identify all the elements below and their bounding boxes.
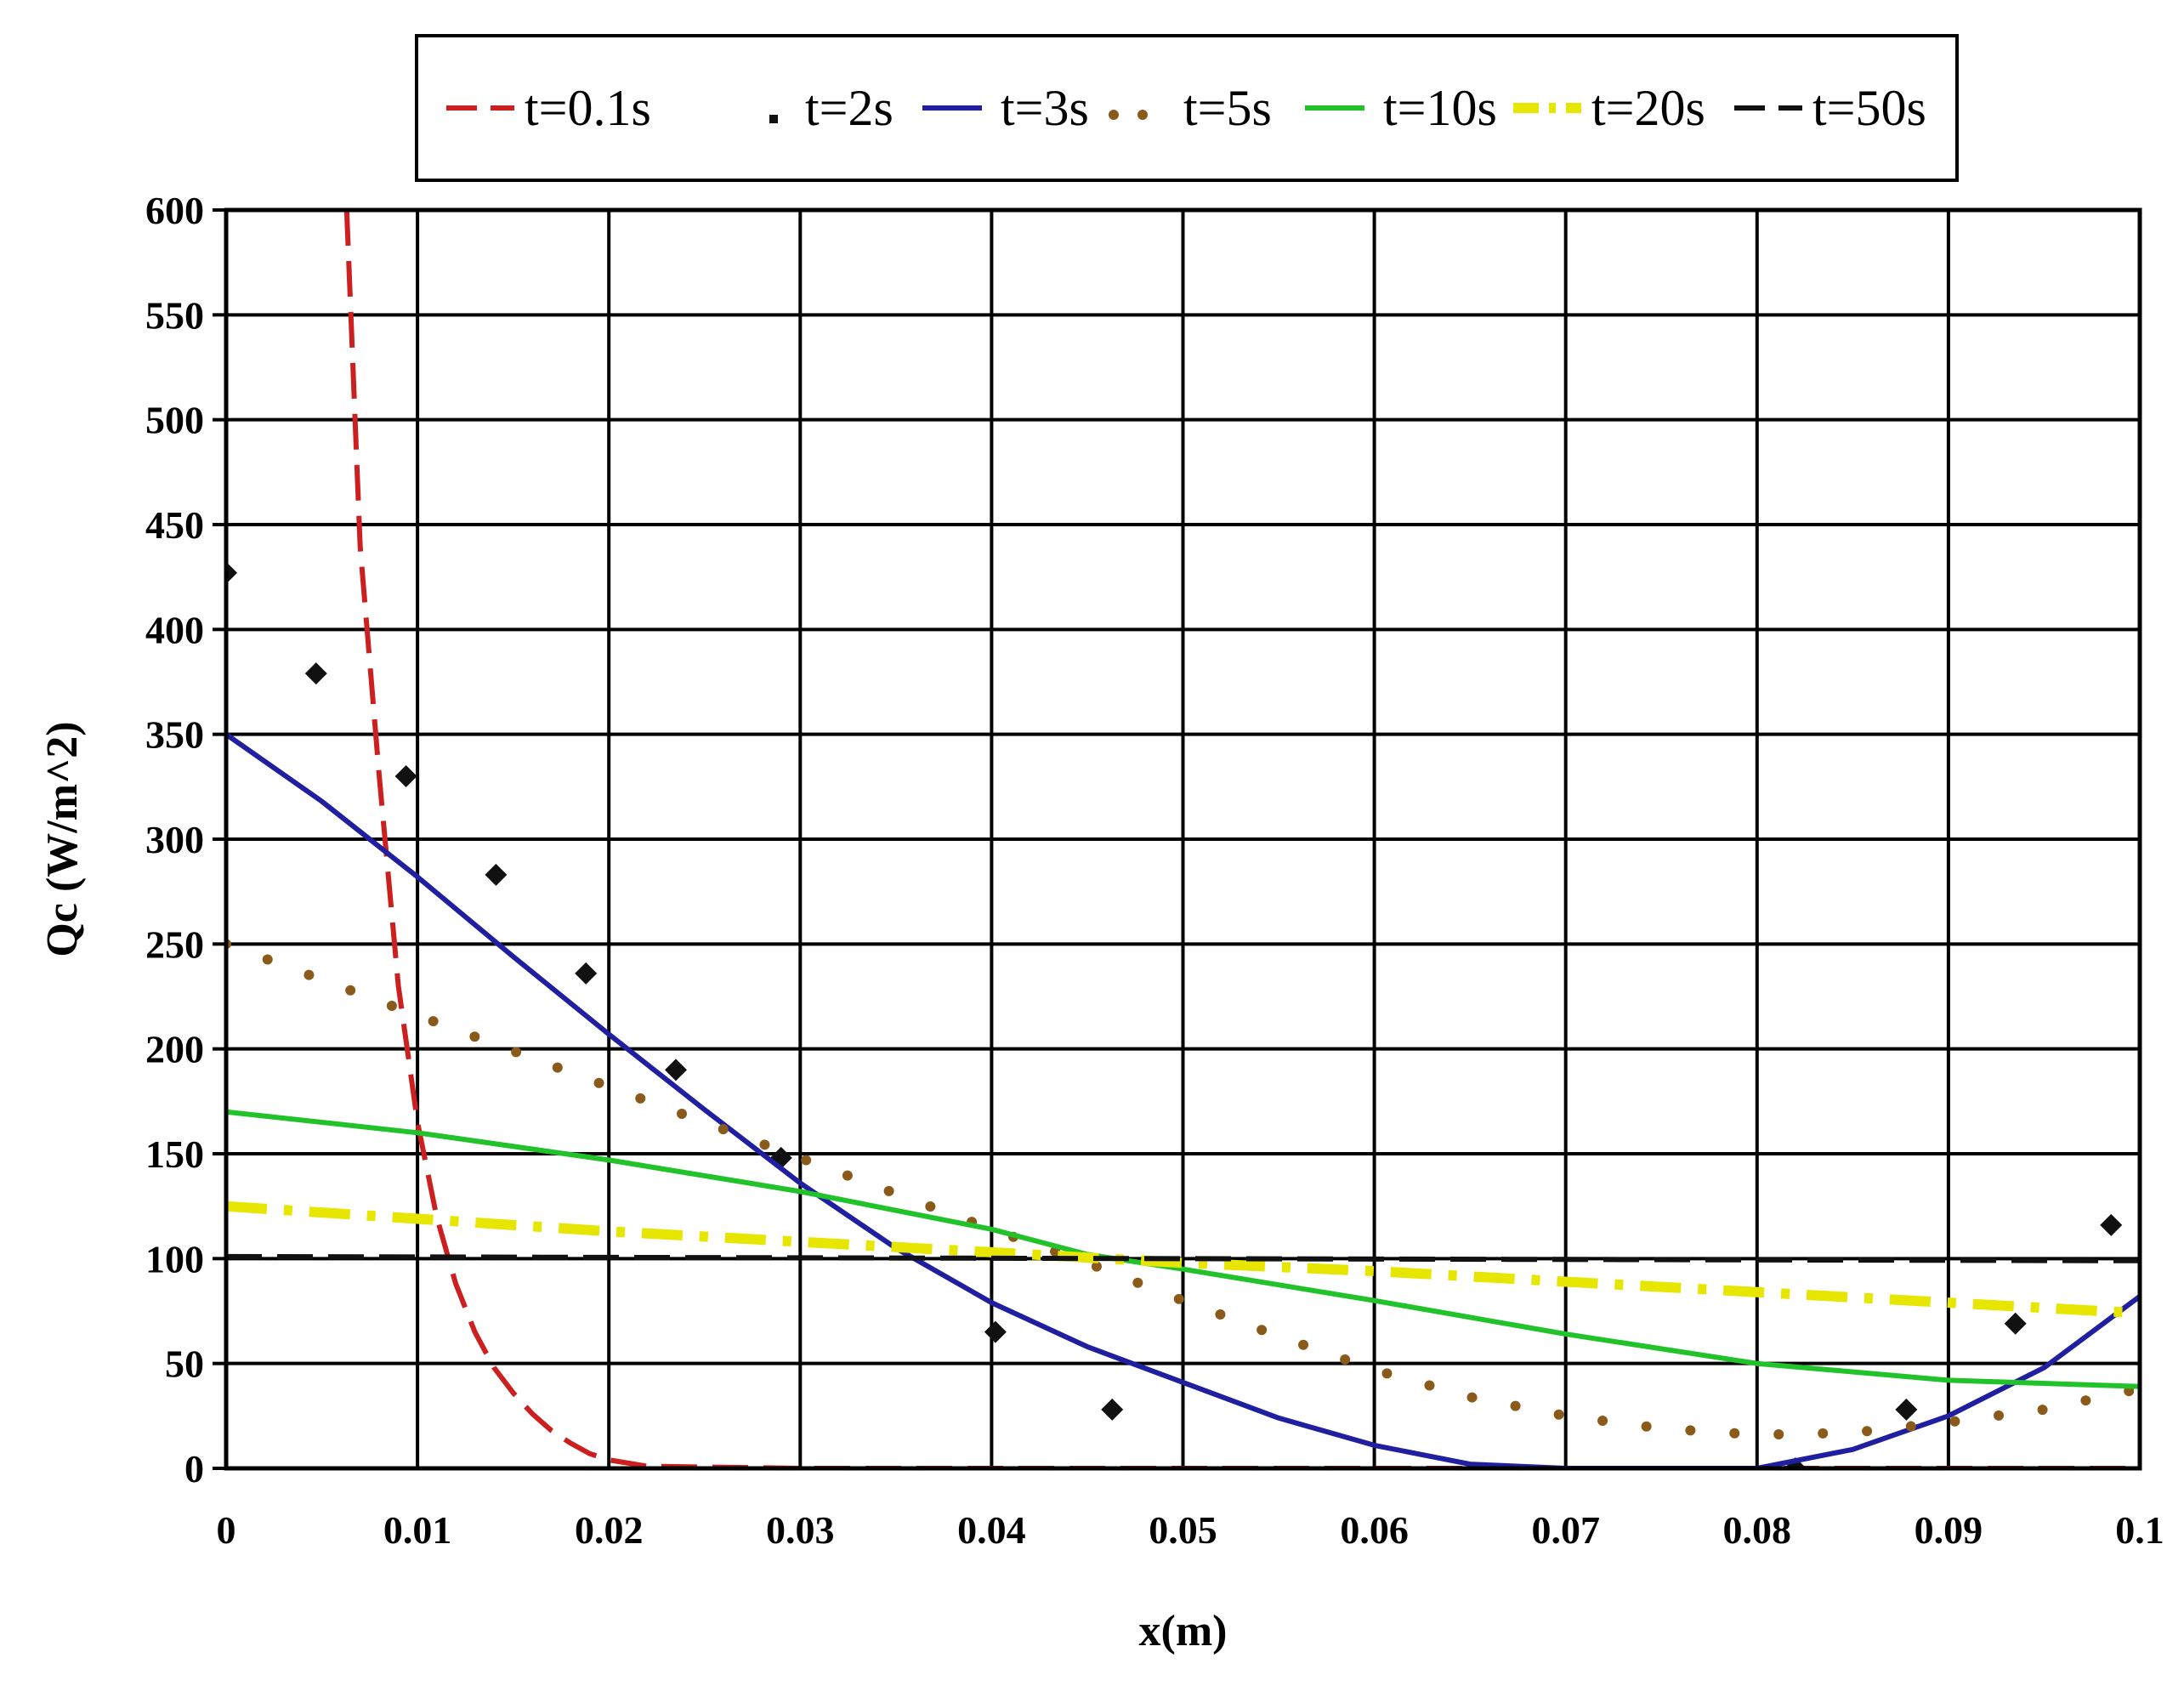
data-point-marker [304, 662, 327, 685]
data-point-marker [226, 561, 237, 584]
series-t-0-1s [343, 210, 2140, 1468]
series-layer [226, 210, 2140, 1468]
y-tick-label: 300 [145, 818, 204, 861]
legend-box [415, 34, 1959, 182]
y-tick-label: 450 [145, 503, 204, 547]
data-point-marker [485, 863, 508, 886]
y-tick-label: 100 [145, 1237, 204, 1280]
x-tick-label: 0.1 [2115, 1508, 2164, 1552]
series-line [343, 210, 2140, 1468]
plot-frame [224, 207, 2142, 1471]
legend-label: t=5s [1183, 80, 1272, 136]
y-tick-label: 0 [184, 1447, 204, 1490]
legend-label: t=20s [1591, 80, 1705, 136]
y-tick-label: 400 [145, 608, 204, 651]
series-t-10s [226, 1109, 2140, 1389]
y-tick-label: 350 [145, 713, 204, 757]
legend-label: t=2s [805, 80, 893, 136]
x-tick-label: 0.09 [1915, 1508, 1983, 1552]
series-line [226, 1109, 2140, 1389]
series-line [226, 1201, 2140, 1319]
series-t-20s [226, 1201, 2140, 1319]
y-tick-label: 200 [145, 1028, 204, 1071]
series-t-2s [226, 561, 2123, 1468]
legend-entry: t=5s [1109, 80, 1272, 136]
data-point-marker [664, 1059, 687, 1081]
series-t-3s [226, 732, 2140, 1468]
legend-entry: t=10s [1305, 80, 1497, 136]
series-line [226, 1253, 2140, 1263]
series-line [226, 939, 2140, 1440]
x-tick-label: 0.07 [1531, 1508, 1600, 1552]
x-tick-label: 0.01 [383, 1508, 452, 1552]
legend-label: t=0.1s [525, 80, 651, 136]
x-tick-label: 0.08 [1723, 1508, 1792, 1552]
y-tick-label: 600 [145, 189, 204, 232]
legend-entry: t=3s [922, 80, 1089, 136]
legend: t=0.1s t=2s t=3s t=5s t=10s t=20s t=50s [415, 34, 1959, 182]
data-point-marker [1101, 1398, 1124, 1421]
series-t-50s [226, 1253, 2140, 1263]
grid-layer [224, 208, 2141, 1470]
data-point-marker [2100, 1213, 2123, 1236]
x-tick-label: 0 [217, 1508, 236, 1552]
y-tick-label: 250 [145, 922, 204, 966]
legend-label: t=50s [1812, 80, 1926, 136]
y-tick-label: 550 [145, 293, 204, 337]
legend-swatch [769, 115, 778, 123]
x-tick-label: 0.02 [575, 1508, 644, 1552]
legend-entry: t=0.1s [446, 80, 651, 136]
axis-layer: 0 0.01 0.02 0.03 0.04 0.05 0.06 0.07 0.08 0.09 0.1… [145, 189, 2164, 1552]
legend-label: t=10s [1383, 80, 1497, 136]
legend-entry: t=50s [1734, 80, 1926, 136]
series-line [226, 732, 2140, 1468]
series-t-5s [226, 939, 2140, 1440]
y-tick-label: 50 [165, 1343, 204, 1386]
legend-entry: t=20s [1513, 80, 1705, 136]
data-point-marker [2004, 1312, 2027, 1335]
x-tick-label: 0.04 [957, 1508, 1026, 1552]
data-point-marker [984, 1320, 1007, 1343]
y-axis-title: Qc (W/m^2) [38, 721, 87, 957]
x-tick-label: 0.06 [1340, 1508, 1409, 1552]
data-point-marker [1895, 1398, 1918, 1421]
y-tick-label: 150 [145, 1132, 204, 1176]
x-tick-label: 0.03 [766, 1508, 835, 1552]
x-axis-title: x(m) [1139, 1607, 1228, 1655]
y-tick-label: 500 [145, 399, 204, 442]
data-point-marker [575, 962, 598, 985]
x-tick-label: 0.05 [1149, 1508, 1217, 1552]
legend-label: t=3s [1001, 80, 1089, 136]
legend-entry: t=2s [769, 80, 893, 136]
data-point-marker [394, 765, 417, 787]
